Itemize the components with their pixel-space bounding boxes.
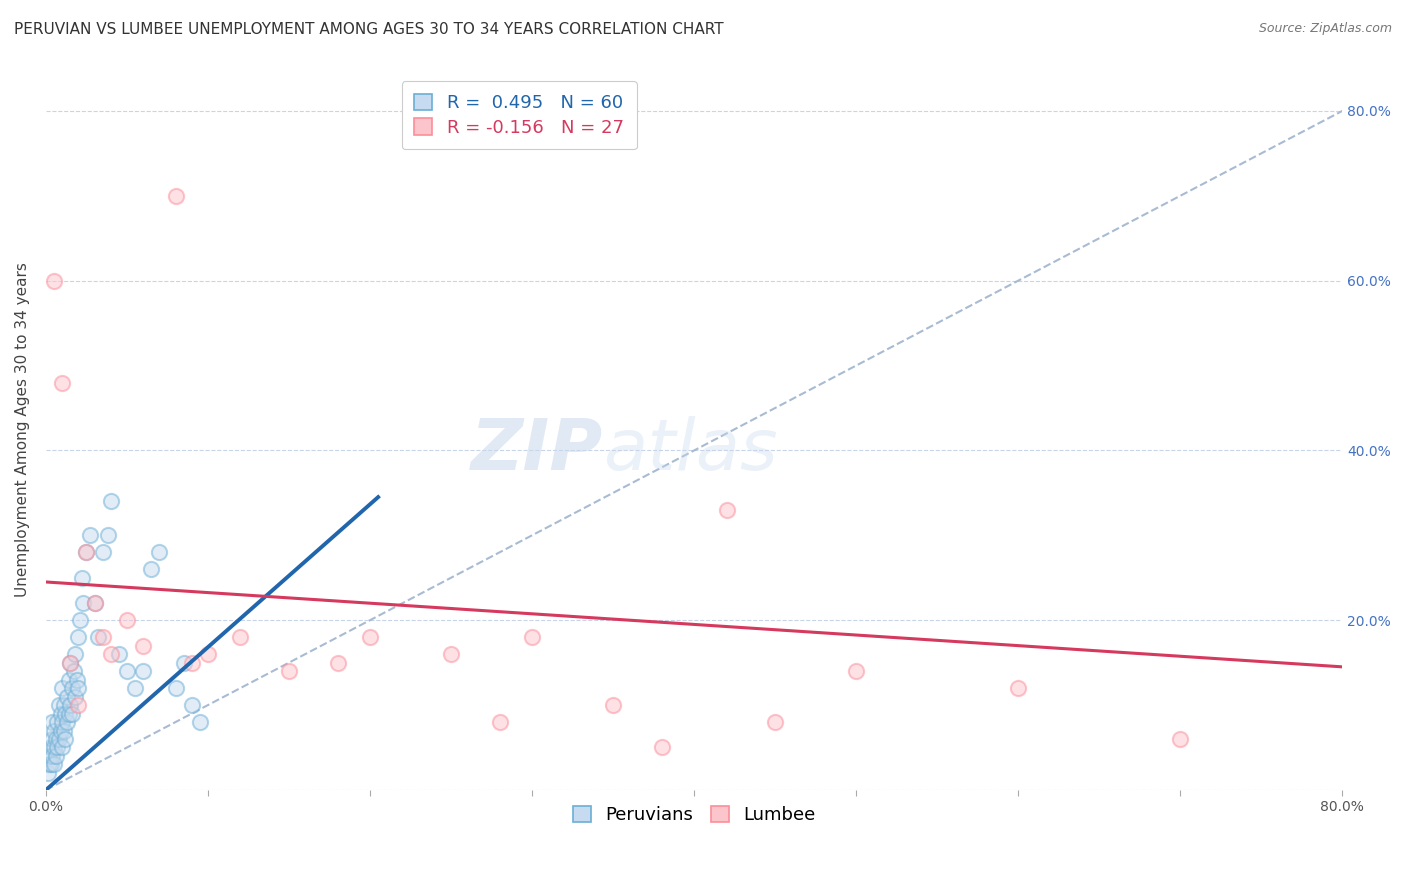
Point xyxy=(180,656,202,670)
Point xyxy=(165,189,187,203)
Point xyxy=(87,630,110,644)
Point xyxy=(59,656,82,670)
Point xyxy=(55,706,77,721)
Y-axis label: Unemployment Among Ages 30 to 34 years: Unemployment Among Ages 30 to 34 years xyxy=(15,261,30,597)
Point xyxy=(51,376,73,390)
Point xyxy=(79,528,101,542)
Point xyxy=(49,706,72,721)
Point xyxy=(42,723,65,738)
Point xyxy=(59,656,82,670)
Point xyxy=(91,545,114,559)
Point xyxy=(41,748,63,763)
Point xyxy=(763,714,786,729)
Point xyxy=(188,714,211,729)
Point xyxy=(56,714,79,729)
Point xyxy=(520,630,543,644)
Point xyxy=(76,545,98,559)
Point xyxy=(51,714,73,729)
Point xyxy=(96,528,118,542)
Point xyxy=(488,714,510,729)
Point xyxy=(83,596,105,610)
Point xyxy=(51,740,73,755)
Point xyxy=(100,494,122,508)
Point xyxy=(132,639,155,653)
Point xyxy=(39,740,62,755)
Point xyxy=(55,731,77,746)
Point xyxy=(148,545,170,559)
Point xyxy=(108,647,131,661)
Point xyxy=(100,647,122,661)
Point xyxy=(46,714,69,729)
Point xyxy=(91,630,114,644)
Point xyxy=(42,740,65,755)
Text: ZIP: ZIP xyxy=(471,417,603,485)
Point xyxy=(60,681,83,695)
Point xyxy=(60,706,83,721)
Point xyxy=(69,613,91,627)
Point xyxy=(1007,681,1029,695)
Point xyxy=(359,630,381,644)
Point xyxy=(67,681,90,695)
Point xyxy=(72,596,94,610)
Point xyxy=(41,731,63,746)
Point xyxy=(141,562,163,576)
Point xyxy=(63,647,86,661)
Text: atlas: atlas xyxy=(603,417,778,485)
Point xyxy=(67,630,90,644)
Text: Source: ZipAtlas.com: Source: ZipAtlas.com xyxy=(1258,22,1392,36)
Point xyxy=(173,656,195,670)
Point xyxy=(440,647,463,661)
Point xyxy=(326,656,349,670)
Point xyxy=(602,698,624,712)
Point xyxy=(52,698,75,712)
Point xyxy=(51,681,73,695)
Text: PERUVIAN VS LUMBEE UNEMPLOYMENT AMONG AGES 30 TO 34 YEARS CORRELATION CHART: PERUVIAN VS LUMBEE UNEMPLOYMENT AMONG AG… xyxy=(14,22,724,37)
Point xyxy=(59,698,82,712)
Point xyxy=(37,766,59,780)
Point xyxy=(41,714,63,729)
Point xyxy=(48,731,70,746)
Point xyxy=(42,274,65,288)
Point xyxy=(115,664,138,678)
Point xyxy=(67,698,90,712)
Point xyxy=(651,740,673,755)
Point xyxy=(52,723,75,738)
Point xyxy=(38,748,60,763)
Point xyxy=(229,630,252,644)
Point xyxy=(58,673,80,687)
Point xyxy=(45,748,67,763)
Point xyxy=(48,698,70,712)
Point xyxy=(165,681,187,695)
Point xyxy=(180,698,202,712)
Point xyxy=(39,757,62,772)
Point xyxy=(56,690,79,704)
Point xyxy=(197,647,219,661)
Point xyxy=(42,757,65,772)
Point xyxy=(132,664,155,678)
Point xyxy=(83,596,105,610)
Point xyxy=(278,664,301,678)
Point xyxy=(70,571,93,585)
Legend: Peruvians, Lumbee: Peruvians, Lumbee xyxy=(561,795,827,835)
Point xyxy=(63,690,86,704)
Point xyxy=(115,613,138,627)
Point xyxy=(1168,731,1191,746)
Point xyxy=(716,503,738,517)
Point xyxy=(845,664,868,678)
Point xyxy=(46,740,69,755)
Point xyxy=(45,731,67,746)
Point xyxy=(49,723,72,738)
Point xyxy=(38,757,60,772)
Point xyxy=(66,673,89,687)
Point xyxy=(76,545,98,559)
Point xyxy=(58,706,80,721)
Point xyxy=(62,664,84,678)
Point xyxy=(124,681,146,695)
